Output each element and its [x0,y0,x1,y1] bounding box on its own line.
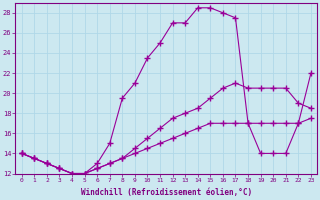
X-axis label: Windchill (Refroidissement éolien,°C): Windchill (Refroidissement éolien,°C) [81,188,252,197]
